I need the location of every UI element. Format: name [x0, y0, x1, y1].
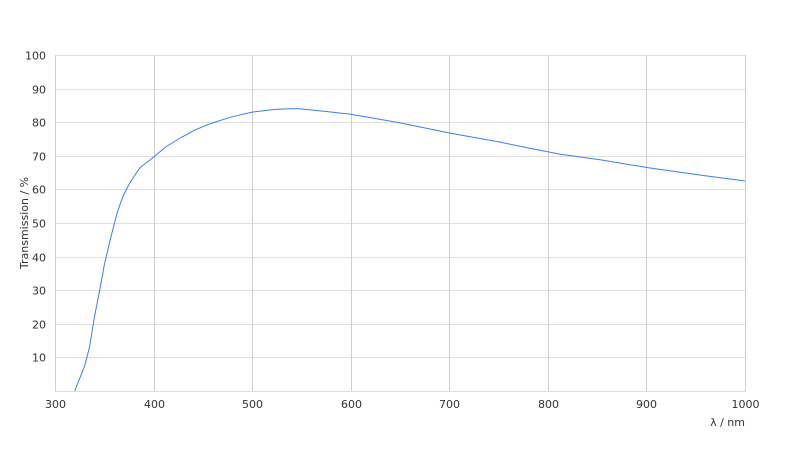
y-tick-label: 90: [32, 84, 46, 97]
x-tick-label: 900: [636, 398, 657, 411]
x-tick-label: 300: [45, 398, 66, 411]
y-tick-label: 100: [25, 50, 46, 63]
series-line: [74, 108, 746, 392]
x-tick-label: 600: [341, 398, 362, 411]
y-tick-label: 40: [32, 252, 46, 265]
x-tick-label: 1000: [732, 398, 760, 411]
y-tick-label: 60: [32, 184, 46, 197]
y-axis-label: Transmission / %: [18, 177, 31, 270]
x-tick-label: 700: [439, 398, 460, 411]
tick-labels: 10 20 30 40 50 60 70 80 90 100 300 400 500 600 700 800 9…: [25, 50, 760, 412]
grid: [55, 55, 746, 392]
y-tick-label: 30: [32, 285, 46, 298]
x-tick-label: 500: [242, 398, 263, 411]
y-tick-label: 80: [32, 117, 46, 130]
x-tick-label: 400: [144, 398, 165, 411]
y-tick-label: 50: [32, 218, 46, 231]
y-tick-label: 70: [32, 151, 46, 164]
y-tick-label: 20: [32, 319, 46, 332]
y-tick-label: 10: [32, 352, 46, 365]
x-axis-label: λ / nm: [710, 416, 745, 429]
x-tick-label: 800: [538, 398, 559, 411]
